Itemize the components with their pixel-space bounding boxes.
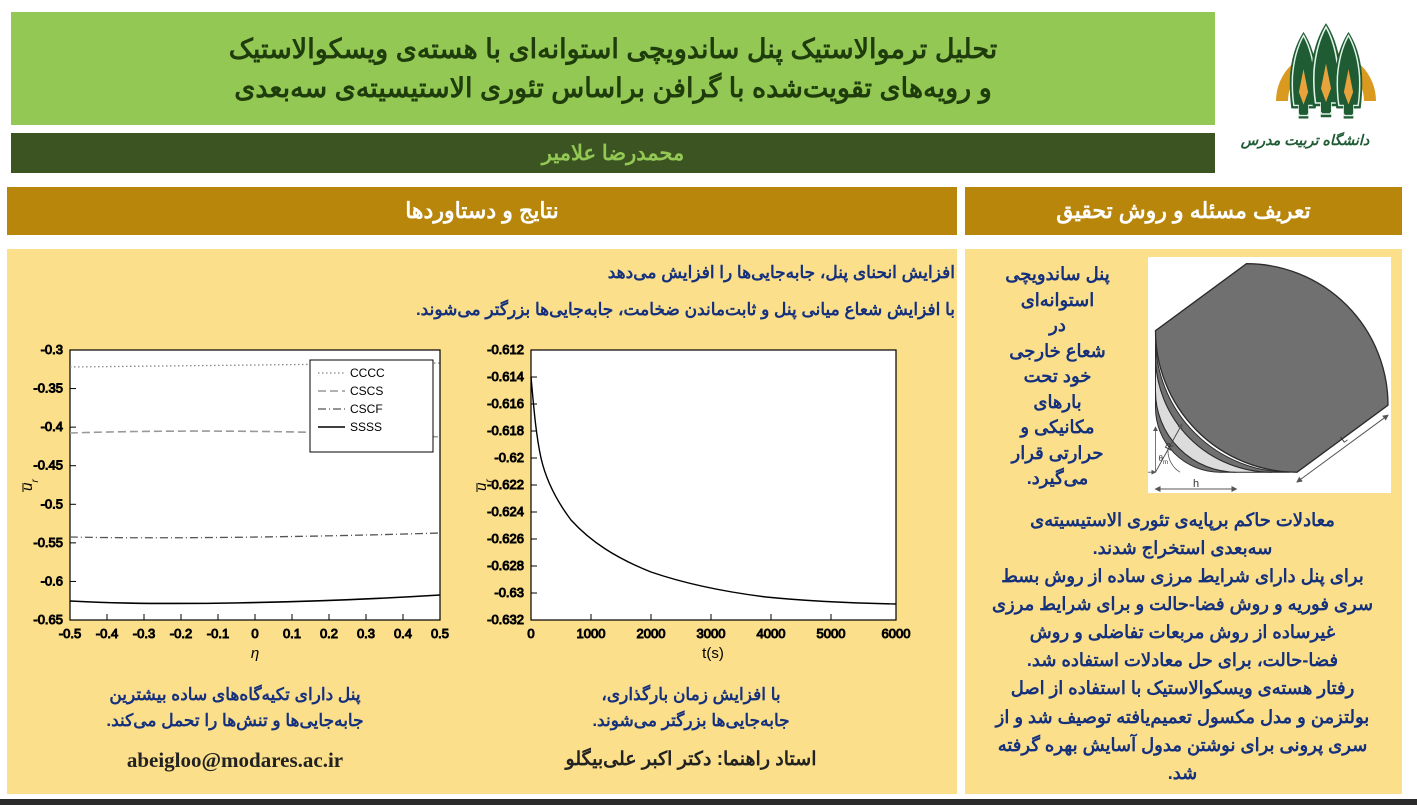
svg-text:0.4: 0.4	[394, 626, 412, 641]
svg-text:-0.4: -0.4	[41, 419, 63, 434]
svg-text:h: h	[1193, 478, 1199, 490]
svg-text:-0.6: -0.6	[41, 573, 63, 588]
svg-text:5000: 5000	[817, 626, 846, 641]
svg-text:-0.55: -0.55	[33, 535, 63, 550]
svg-text:6000: 6000	[882, 626, 911, 641]
svg-text:0.2: 0.2	[320, 626, 338, 641]
svg-text:CCCC: CCCC	[350, 366, 385, 380]
svg-text:η: η	[251, 645, 259, 662]
svg-text:SSSS: SSSS	[350, 420, 382, 434]
svg-text:-0.35: -0.35	[33, 381, 63, 396]
svg-text:-0.624: -0.624	[487, 504, 524, 519]
svg-text:دانشگاه تربیت مدرس: دانشگاه تربیت مدرس	[1240, 131, 1370, 149]
svg-text:-0.63: -0.63	[494, 585, 524, 600]
svg-text:0: 0	[527, 626, 534, 641]
svg-text:-0.632: -0.632	[487, 612, 524, 627]
svg-text:-0.612: -0.612	[487, 342, 524, 357]
svg-text:-0.4: -0.4	[96, 626, 118, 641]
svg-text:-0.5: -0.5	[41, 496, 63, 511]
svg-text:-0.628: -0.628	[487, 558, 524, 573]
svg-text:0.5: 0.5	[431, 626, 449, 641]
svg-text:-0.45: -0.45	[33, 458, 63, 473]
svg-text:CSCF: CSCF	[350, 402, 383, 416]
svg-text:-0.618: -0.618	[487, 423, 524, 438]
svg-text:0: 0	[251, 626, 258, 641]
svg-text:-0.5: -0.5	[59, 626, 81, 641]
svg-text:ur: ur	[19, 479, 41, 491]
svg-text:3000: 3000	[697, 626, 726, 641]
svg-text:-0.1: -0.1	[207, 626, 229, 641]
svg-text:-0.614: -0.614	[487, 369, 524, 384]
svg-text:-0.65: -0.65	[33, 612, 63, 627]
svg-text:1000: 1000	[577, 626, 606, 641]
svg-text:-0.3: -0.3	[133, 626, 155, 641]
svg-text:-0.3: -0.3	[41, 342, 63, 357]
svg-text:CSCS: CSCS	[350, 384, 383, 398]
svg-text:2000: 2000	[637, 626, 666, 641]
svg-text:0.1: 0.1	[283, 626, 301, 641]
svg-text:-0.2: -0.2	[170, 626, 192, 641]
svg-text:0.3: 0.3	[357, 626, 375, 641]
svg-text:-0.616: -0.616	[487, 396, 524, 411]
svg-text:4000: 4000	[757, 626, 786, 641]
svg-text:-0.62: -0.62	[494, 450, 524, 465]
svg-text:t(s): t(s)	[702, 645, 724, 662]
svg-text:-0.626: -0.626	[487, 531, 524, 546]
